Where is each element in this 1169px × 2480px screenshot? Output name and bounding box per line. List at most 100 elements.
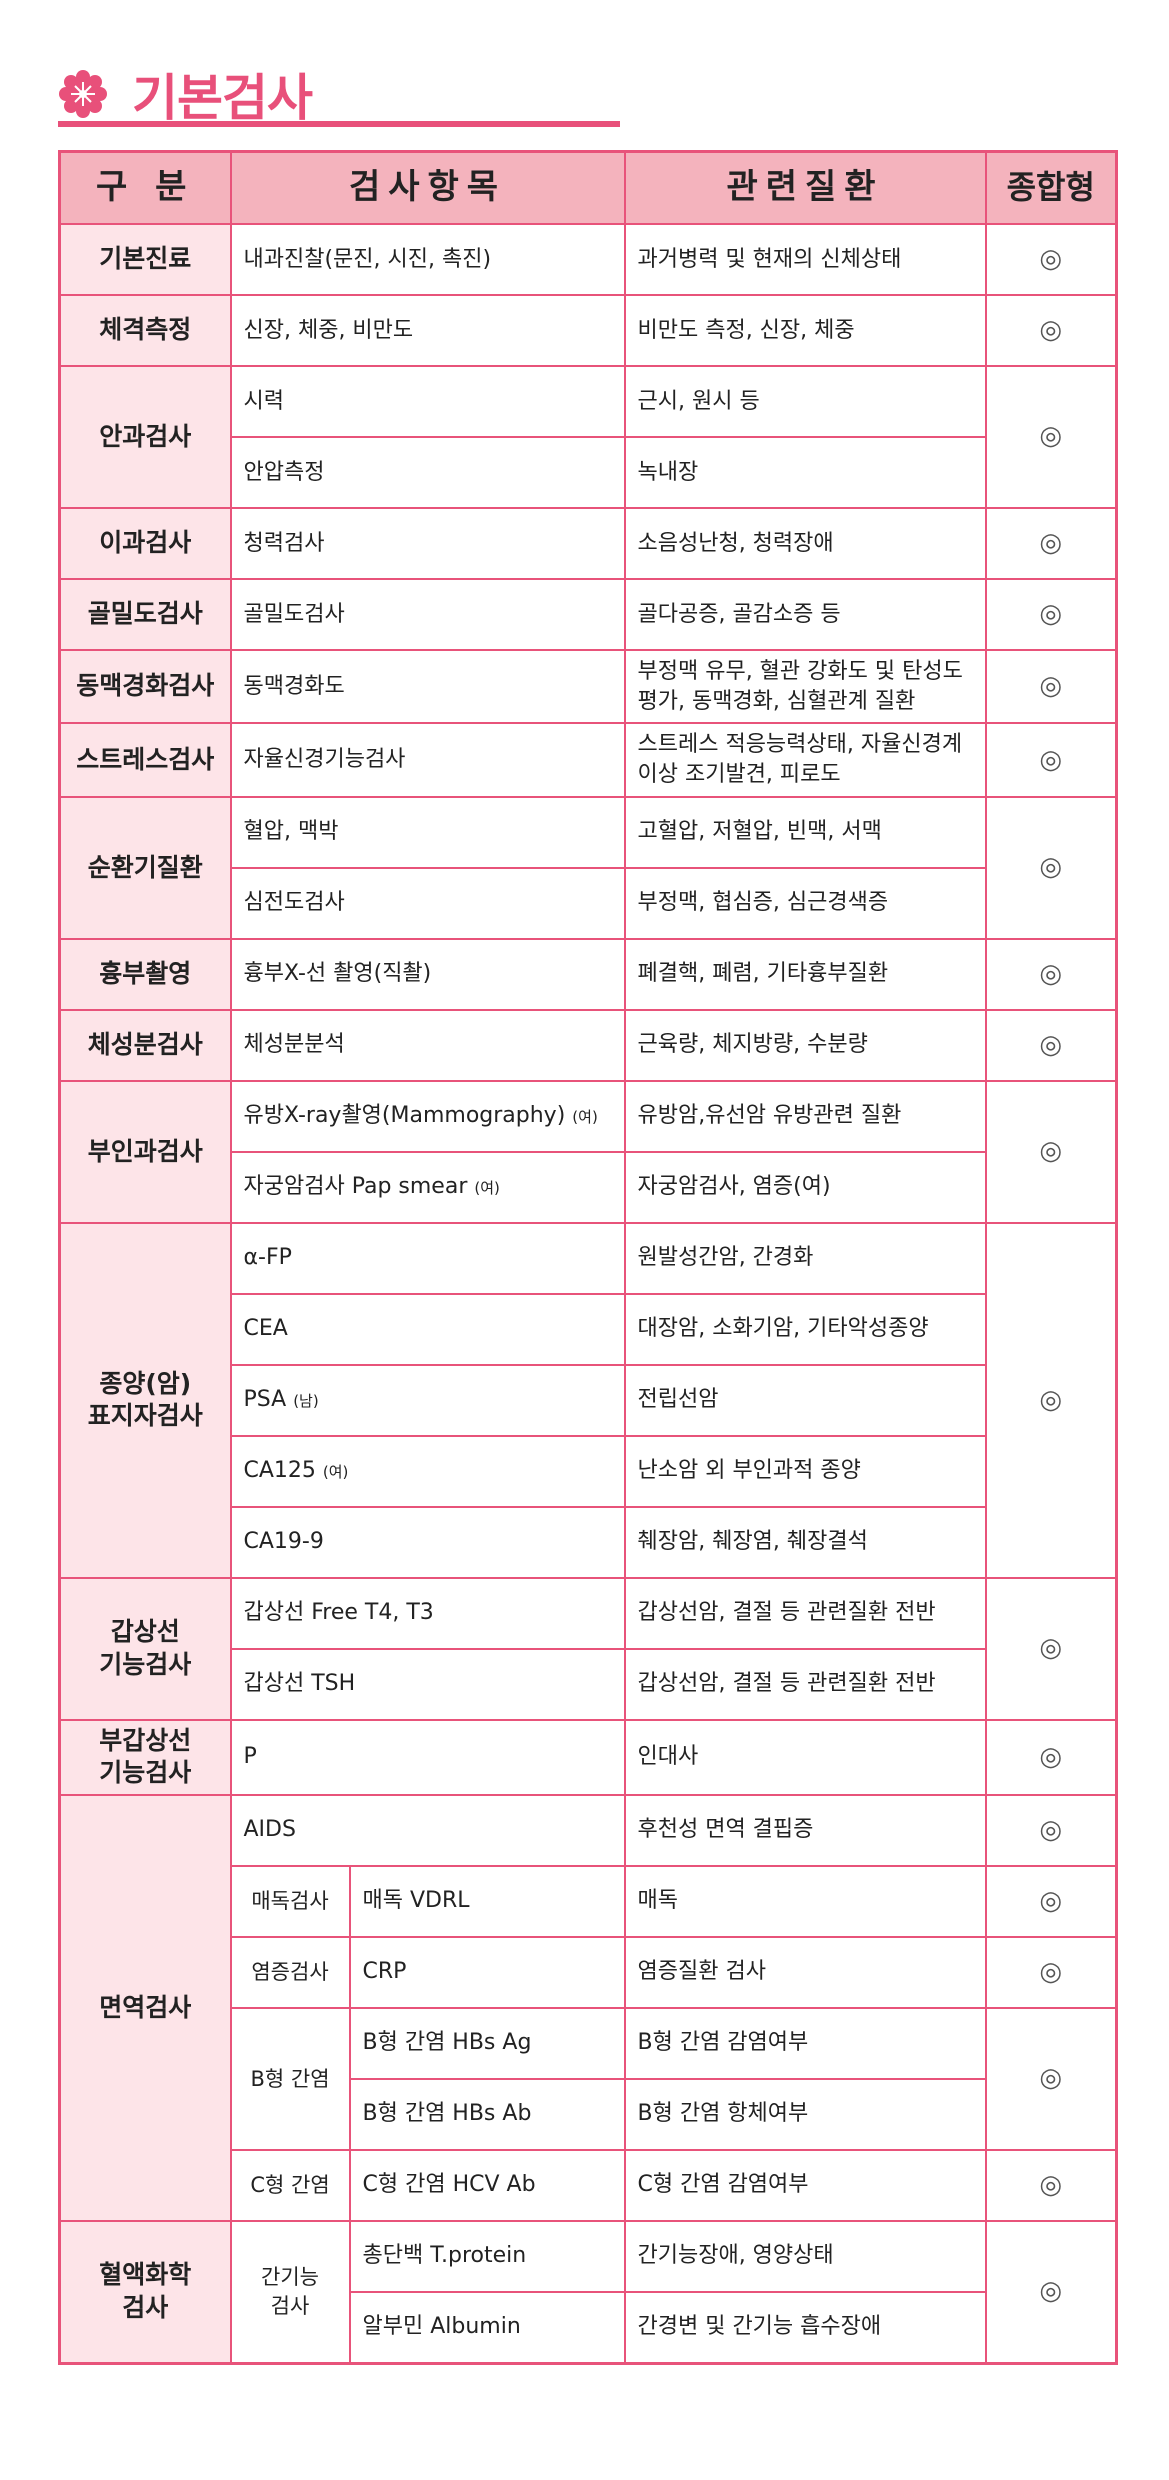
- header-category: 구 분: [58, 150, 232, 225]
- subcategory-cell: B형 간염: [229, 2006, 351, 2151]
- disease-cell: 부정맥, 협심증, 심근경색증: [623, 866, 987, 940]
- test-note: (여): [474, 1179, 500, 1198]
- included-mark: ◎: [984, 2219, 1118, 2365]
- table-row: 자궁암검사 Pap smear (여) 자궁암검사, 염증(여): [60, 1150, 1117, 1224]
- table-row: 동맥경화검사 동맥경화도 부정맥 유무, 혈관 강화도 및 탄성도 평가, 동맥경화…: [58, 648, 1118, 725]
- category-cell: 이과검사: [58, 507, 232, 580]
- test-item-cell: CA125 (여): [229, 1434, 626, 1508]
- category-cell: 부인과검사: [58, 1079, 232, 1224]
- test-item-cell: 자궁암검사 Pap smear (여): [229, 1150, 626, 1224]
- table-row: 심전도검사 부정맥, 협심증, 심근경색증: [60, 866, 1117, 940]
- category-cell: 부갑상선 기능검사: [58, 1718, 232, 1796]
- test-item-cell: 흉부X-선 촬영(직촬): [229, 937, 626, 1011]
- table-row: 종양(암) 표지자검사 α-FP 원발성간암, 간경화 ◎: [58, 1221, 1118, 1579]
- test-item-cell: 골밀도검사: [229, 578, 626, 651]
- included-mark: ◎: [984, 1576, 1118, 1721]
- test-item-cell: 신장, 체중, 비만도: [229, 294, 626, 367]
- table-row: 스트레스검사 자율신경기능검사 스트레스 적응능력상태, 자율신경계이상 조기발견,…: [58, 722, 1118, 798]
- included-mark: ◎: [984, 1221, 1118, 1579]
- disease-cell: 인대사: [623, 1718, 987, 1796]
- table-row: 매독검사 매독 VDRL 매독 ◎: [60, 1864, 1118, 1938]
- subcategory-cell: 염증검사: [229, 1935, 351, 2009]
- page-title: 기본검사: [132, 69, 313, 127]
- included-mark: ◎: [984, 2148, 1118, 2222]
- included-mark: ◎: [984, 1864, 1118, 1938]
- disease-cell: B형 간염 감염여부: [623, 2006, 987, 2080]
- test-item-cell: PSA (남): [229, 1363, 626, 1437]
- table-row: PSA (남) 전립선암: [60, 1363, 1117, 1437]
- table-row: 부갑상선 기능검사 P 인대사 ◎: [58, 1718, 1118, 1796]
- disease-cell: 고혈압, 저혈압, 빈맥, 서맥: [623, 795, 987, 869]
- disease-cell: 매독: [623, 1864, 987, 1938]
- test-item-cell: 심전도검사: [229, 866, 626, 940]
- test-item-cell: 알부민 Albumin: [348, 2290, 626, 2365]
- test-item-cell: CA19-9: [229, 1505, 626, 1579]
- test-item-cell: 시력: [229, 365, 626, 438]
- table-row: 체성분검사 체성분분석 근육량, 체지방량, 수분량 ◎: [58, 1008, 1118, 1082]
- included-mark: ◎: [984, 1935, 1118, 2009]
- included-mark: ◎: [984, 223, 1118, 296]
- table-row: CEA 대장암, 소화기암, 기타악성종양: [60, 1292, 1117, 1366]
- category-cell: 골밀도검사: [58, 578, 232, 651]
- category-cell: 종양(암) 표지자검사: [58, 1221, 232, 1579]
- included-mark: ◎: [984, 365, 1118, 509]
- subcategory-cell: 매독검사: [229, 1864, 351, 1938]
- table-row: 혈액화학 검사 간기능 검사 총단백 T.protein 간기능장애, 영양상태 ◎: [58, 2219, 1118, 2365]
- header-row: 구 분 검사항목 관련질환 종합형: [58, 150, 1118, 225]
- table-row: 안압측정 녹내장: [60, 436, 1117, 509]
- table-row: 면역검사 AIDS 후천성 면역 결핍증 ◎: [58, 1793, 1118, 2222]
- test-item-cell: α-FP: [229, 1221, 626, 1295]
- table-row: 부인과검사 유방X-ray촬영(Mammography) (여) 유방암,유선암 유…: [58, 1079, 1118, 1224]
- disease-cell: 근육량, 체지방량, 수분량: [623, 1008, 987, 1082]
- disease-cell: 녹내장: [623, 436, 987, 509]
- flower-icon: [59, 70, 107, 118]
- disease-cell: 부정맥 유무, 혈관 강화도 및 탄성도 평가, 동맥경화, 심혈관계 질환: [623, 648, 987, 725]
- disease-cell: 소음성난청, 청력장애: [623, 507, 987, 580]
- section-title: 기본검사: [58, 58, 313, 130]
- test-item-cell: 안압측정: [229, 436, 626, 509]
- disease-cell: 후천성 면역 결핍증: [623, 1793, 987, 1867]
- disease-cell: 비만도 측정, 신장, 체중: [623, 294, 987, 367]
- included-mark: ◎: [984, 722, 1118, 798]
- test-item-cell: CEA: [229, 1292, 626, 1366]
- included-mark: ◎: [984, 507, 1118, 580]
- subcategory-cell: C형 간염: [229, 2148, 351, 2222]
- included-mark: ◎: [984, 2006, 1118, 2151]
- test-item-cell: 매독 VDRL: [348, 1864, 626, 1938]
- category-cell: 흉부촬영: [58, 937, 232, 1011]
- included-mark: ◎: [984, 1793, 1118, 1867]
- header-mark: 종합형: [984, 150, 1118, 225]
- included-mark: ◎: [984, 795, 1118, 940]
- disease-cell: 갑상선암, 결절 등 관련질환 전반: [623, 1647, 987, 1721]
- test-item-cell: 자율신경기능검사: [229, 722, 626, 798]
- disease-cell: 스트레스 적응능력상태, 자율신경계이상 조기발견, 피로도: [623, 722, 987, 798]
- test-item-cell: 체성분분석: [229, 1008, 626, 1082]
- disease-cell: 유방암,유선암 유방관련 질환: [623, 1079, 987, 1153]
- test-item-cell: 동맥경화도: [229, 648, 626, 725]
- test-item-cell: P: [229, 1718, 626, 1796]
- test-note: (남): [293, 1392, 319, 1411]
- test-item-cell: 유방X-ray촬영(Mammography) (여): [229, 1079, 626, 1153]
- table-row: CA125 (여) 난소암 외 부인과적 종양: [60, 1434, 1117, 1508]
- disease-cell: 염증질환 검사: [623, 1935, 987, 2009]
- category-cell: 갑상선 기능검사: [58, 1576, 232, 1721]
- disease-cell: 과거병력 및 현재의 신체상태: [623, 223, 987, 296]
- table-row: 갑상선 TSH 갑상선암, 결절 등 관련질환 전반: [60, 1647, 1117, 1721]
- subcategory-cell: 간기능 검사: [229, 2219, 351, 2365]
- disease-cell: 골다공증, 골감소증 등: [623, 578, 987, 651]
- header-test: 검사항목: [229, 150, 626, 225]
- test-item-cell: B형 간염 HBs Ag: [348, 2006, 626, 2080]
- disease-cell: 근시, 원시 등: [623, 365, 987, 438]
- test-item-cell: 총단백 T.protein: [348, 2219, 626, 2293]
- category-cell: 순환기질환: [58, 795, 232, 940]
- disease-cell: 자궁암검사, 염증(여): [623, 1150, 987, 1224]
- table-row: C형 간염 C형 간염 HCV Ab C형 간염 감염여부 ◎: [60, 2148, 1118, 2222]
- disease-cell: B형 간염 항체여부: [623, 2077, 987, 2151]
- disease-cell: 췌장암, 췌장염, 췌장결석: [623, 1505, 987, 1579]
- category-cell: 기본진료: [58, 223, 232, 296]
- test-note: (여): [322, 1463, 349, 1482]
- table-row: 골밀도검사 골밀도검사 골다공증, 골감소증 등 ◎: [58, 578, 1118, 651]
- disease-cell: 원발성간암, 간경화: [623, 1221, 987, 1295]
- category-cell: 면역검사: [58, 1793, 232, 2222]
- test-item-cell: 갑상선 TSH: [229, 1647, 626, 1721]
